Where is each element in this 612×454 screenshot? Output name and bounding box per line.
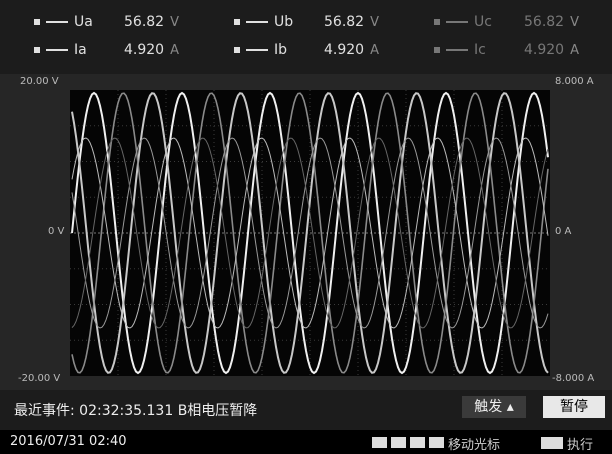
waveform-plot: [0, 74, 612, 390]
legend-name: Ic: [474, 42, 486, 58]
legend-line: [246, 21, 268, 23]
legend-value: 56.82: [124, 14, 165, 30]
legend-item: Uc 56.82 V: [434, 14, 579, 30]
legend-line: [446, 49, 468, 51]
legend-unit: A: [570, 42, 579, 58]
up-button[interactable]: [372, 437, 387, 448]
legend-item: Ic 4.920 A: [434, 42, 579, 58]
legend-item: Ib 4.920 A: [234, 42, 379, 58]
legend-item: Ia 4.920 A: [34, 42, 179, 58]
legend-item: Ua 56.82 V: [34, 14, 179, 30]
legend-unit: A: [170, 42, 179, 58]
waveform: [71, 137, 549, 329]
legend-unit: A: [370, 42, 379, 58]
cursor-hint: 移动光标: [448, 438, 501, 453]
legend-swatch: [434, 47, 440, 53]
legend-unit: V: [170, 14, 179, 30]
legend-line: [46, 21, 68, 23]
legend-name: Ub: [274, 14, 294, 30]
execute-hint: 执行: [567, 438, 594, 453]
left-axis-zero: 0 V: [48, 226, 65, 237]
left-axis-bottom: -20.00 V: [18, 373, 61, 384]
legend-line: [446, 21, 468, 23]
pause-button[interactable]: 暂停: [543, 396, 605, 418]
right-axis-zero: 0 A: [555, 226, 572, 237]
legend-swatch: [434, 19, 440, 25]
waveforms: [71, 91, 549, 375]
legend-swatch: [34, 47, 40, 53]
trigger-button[interactable]: 触发 ▴: [462, 396, 526, 418]
legend-name: Ua: [74, 14, 93, 30]
waveform: [71, 137, 549, 329]
trigger-label: 触发: [474, 399, 503, 415]
legend-item: Ub 56.82 V: [234, 14, 379, 30]
legend-swatch: [34, 19, 40, 25]
event-time: 02:32:35.131: [79, 403, 174, 419]
execute-button[interactable]: [541, 437, 563, 449]
legend-name: Uc: [474, 14, 492, 30]
left-axis-top: 20.00 V: [20, 76, 59, 87]
legend-value: 56.82: [324, 14, 365, 30]
status-bar: 2016/07/31 02:40 移动光标 执行: [0, 430, 612, 454]
legend-line: [246, 49, 268, 51]
right-button[interactable]: [429, 437, 444, 448]
down-button[interactable]: [391, 437, 406, 448]
waveform: [71, 137, 549, 329]
event-text: B相电压暂降: [177, 403, 258, 419]
legend-value: 4.920: [524, 42, 565, 58]
legend-value: 4.920: [124, 42, 165, 58]
legend-name: Ia: [74, 42, 87, 58]
legend-swatch: [234, 19, 240, 25]
legend-value: 56.82: [524, 14, 565, 30]
waveform: [71, 92, 549, 374]
left-button[interactable]: [410, 437, 425, 448]
right-axis-top: 8.000 A: [555, 76, 594, 87]
legend-line: [46, 49, 68, 51]
legend-unit: V: [370, 14, 379, 30]
legend-value: 4.920: [324, 42, 365, 58]
legend-swatch: [234, 47, 240, 53]
right-axis-bottom: -8.000 A: [552, 373, 595, 384]
legend-name: Ib: [274, 42, 288, 58]
waveform: [71, 92, 549, 374]
event-label: 最近事件:: [14, 403, 75, 419]
legend-unit: V: [570, 14, 579, 30]
datetime: 2016/07/31 02:40: [10, 434, 127, 449]
last-event: 最近事件: 02:32:35.131 B相电压暂降: [14, 400, 257, 420]
